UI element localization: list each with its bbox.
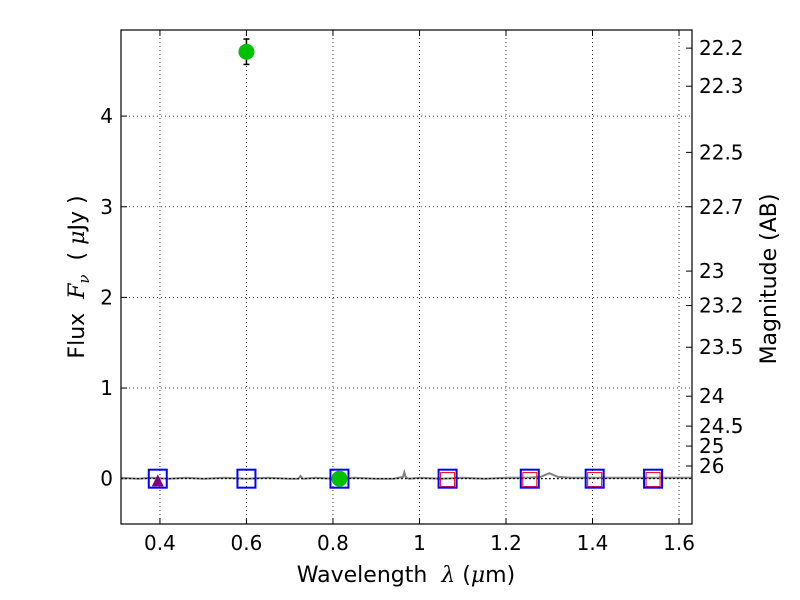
upper-limit-square [440,472,456,488]
x-tick-label: 1.4 [577,531,609,555]
model-photometry-square [643,468,664,489]
plot-area [121,30,692,524]
plot-frame [120,29,693,525]
model-photometry-square [147,468,168,489]
model-photometry-square [236,468,257,489]
x-tick-labels: 0.4 0.6 0.8 1 1.2 1.4 1.6 [144,531,695,555]
nondetection-triangle [151,474,164,487]
x-tick-label: 0.8 [317,531,349,555]
upper-limit-square [587,472,603,488]
detection-point [331,470,348,487]
model-spectrum-line [120,468,692,480]
magnitude-tick-label: 24 [699,384,724,408]
spectrum-layer [120,468,692,480]
magnitude-tick-label: 22.2 [699,36,744,60]
magnitude-tick-label: 25 [699,434,724,458]
model-photometry-square [519,468,540,489]
data-marks [147,38,664,489]
x-tick-label: 1.2 [490,531,522,555]
magnitude-tick-label: 22.5 [699,140,744,164]
y-tick-label: 1 [100,376,113,400]
magnitude-axis-title: Magnitude (AB) [757,194,782,365]
upper-limit-square [645,472,661,488]
magnitude-tick-label: 22.3 [699,74,744,98]
x-tick-label: 1.6 [663,531,695,555]
x-tick-label: 0.4 [144,531,176,555]
upper-limit-square [522,472,538,488]
magnitude-tick-label: 23.2 [699,294,744,318]
y-tick-label: 2 [100,285,113,309]
magnitude-tick-label: 24.5 [699,414,744,438]
axis-ticks [121,30,692,524]
x-tick-label: 0.6 [231,531,263,555]
detection-point [238,43,255,60]
x-axis-title: Wavelength λ (μm) [297,563,515,588]
model-photometry-square [329,468,350,489]
x-tick-label: 1 [413,531,426,555]
magnitude-tick-label: 22.7 [699,195,744,219]
magnitude-tick-label: 26 [699,454,724,478]
magnitude-tick-label: 23.5 [699,335,744,359]
model-photometry-square [437,468,458,489]
y-tick-labels: 0 1 2 3 4 [100,104,113,491]
magnitude-tick-label: 23 [699,259,724,283]
y-tick-label: 0 [100,467,113,491]
y-axis-title: Flux Fν ( μJy ) [65,195,93,358]
y-tick-label: 4 [100,104,113,128]
model-photometry-square [584,468,605,489]
y-tick-label: 3 [100,195,113,219]
